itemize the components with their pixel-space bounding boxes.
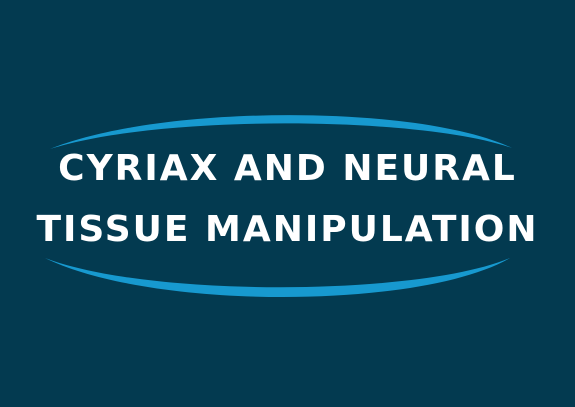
bottom-swoosh-arc [45,258,510,297]
top-swoosh-arc [50,115,512,149]
title-line-2: TISSUE MANIPULATION [36,209,539,250]
title-line-1: CYRIAX AND NEURAL [58,148,517,189]
